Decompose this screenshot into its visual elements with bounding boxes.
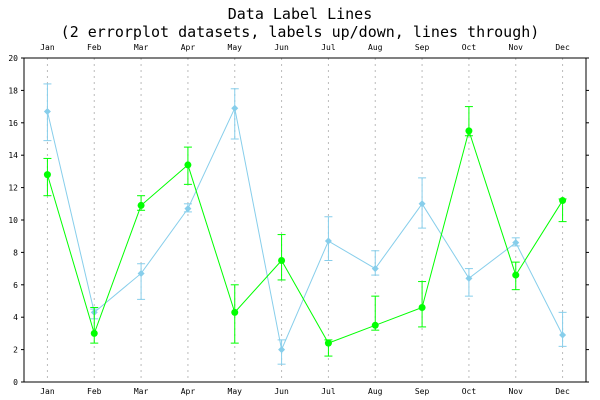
data-point — [278, 346, 286, 354]
x-tick-label-top: Feb — [87, 43, 102, 52]
x-tick-label-bottom: Dec — [555, 387, 570, 396]
x-tick-label-bottom: Nov — [509, 387, 524, 396]
data-point — [231, 104, 239, 112]
x-tick-label-bottom: Jul — [321, 387, 336, 396]
x-tick-label-bottom: Oct — [462, 387, 477, 396]
y-tick-label: 18 — [8, 86, 18, 95]
y-tick-label: 2 — [13, 346, 18, 355]
data-point — [418, 303, 426, 311]
x-tick-label-top: Jul — [321, 43, 336, 52]
data-point — [371, 265, 379, 273]
data-point — [559, 331, 567, 339]
data-point — [418, 200, 426, 208]
y-tick-label: 0 — [13, 378, 18, 387]
y-tick-label: 10 — [8, 216, 18, 225]
y-tick-label: 4 — [13, 313, 18, 322]
x-tick-label-top: May — [228, 43, 243, 52]
data-point — [184, 205, 192, 213]
series-layer — [43, 83, 567, 365]
x-tick-label-bottom: Jan — [40, 387, 55, 396]
data-point — [184, 161, 192, 169]
x-tick-label-top: Oct — [462, 43, 477, 52]
x-tick-label-top: Nov — [509, 43, 524, 52]
data-point — [465, 274, 473, 282]
x-tick-label-top: Jan — [40, 43, 55, 52]
x-tick-label-bottom: Jun — [274, 387, 289, 396]
data-point — [512, 271, 520, 279]
chart-subtitle: (2 errorplot datasets, labels up/down, l… — [61, 23, 540, 41]
data-point — [559, 197, 567, 205]
x-tick-label-bottom: Apr — [181, 387, 196, 396]
x-tick-label-top: Apr — [181, 43, 196, 52]
chart-title: Data Label Lines — [228, 5, 373, 23]
data-point — [512, 239, 520, 247]
x-tick-label-bottom: Feb — [87, 387, 102, 396]
series-line — [46, 129, 564, 344]
x-tick-label-top: Sep — [415, 43, 430, 52]
series-1 — [43, 83, 567, 365]
data-point — [137, 201, 145, 209]
y-tick-label: 16 — [8, 119, 18, 128]
x-tick-label-bottom: May — [228, 387, 243, 396]
data-point — [43, 107, 51, 115]
x-tick-label-top: Jun — [274, 43, 289, 52]
data-point — [90, 329, 98, 337]
x-tick-label-top: Dec — [555, 43, 570, 52]
x-tick-label-bottom: Sep — [415, 387, 430, 396]
data-point — [231, 308, 239, 316]
data-point — [324, 237, 332, 245]
data-point — [43, 171, 51, 179]
data-point — [137, 269, 145, 277]
y-tick-label: 20 — [8, 54, 18, 63]
data-point — [278, 257, 286, 264]
series-2 — [43, 106, 567, 357]
axis-layer: 0 2 4 6 8 10 12 14 16 18 20 Jan Jan Feb Feb Mar Mar Apr Ap… — [8, 43, 589, 396]
y-tick-label: 8 — [13, 248, 18, 257]
data-point — [324, 339, 332, 347]
x-tick-label-top: Mar — [134, 43, 149, 52]
x-tick-label-bottom: Aug — [368, 387, 383, 396]
y-tick-label: 12 — [8, 184, 18, 193]
data-point — [371, 321, 379, 329]
data-point — [465, 127, 473, 135]
y-tick-label: 6 — [13, 281, 18, 290]
x-tick-label-top: Aug — [368, 43, 383, 52]
y-tick-label: 14 — [8, 151, 18, 160]
x-tick-label-bottom: Mar — [134, 387, 149, 396]
series-line — [46, 106, 564, 352]
